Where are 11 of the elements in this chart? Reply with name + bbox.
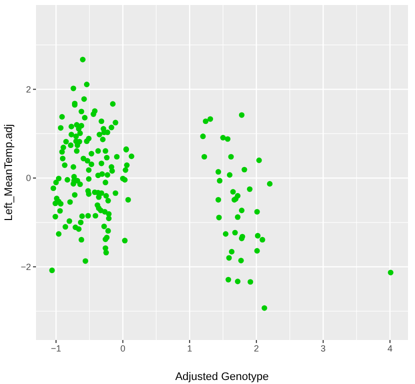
y-tick-label: 2 — [26, 84, 31, 94]
x-axis-title: Adjusted Genotype — [175, 371, 269, 383]
y-axis-title: Left_MeanTemp.adj — [2, 124, 15, 221]
x-tick-label: 1 — [187, 343, 192, 354]
x-tick-label: −1 — [50, 343, 62, 354]
x-tick-label: 4 — [387, 343, 392, 354]
x-tick-label: 2 — [254, 343, 259, 354]
y-tick-label: −2 — [20, 262, 31, 272]
x-tick-label: 0 — [120, 343, 126, 354]
x-tick-label: 3 — [320, 343, 326, 354]
y-tick-label: 0 — [26, 173, 31, 184]
